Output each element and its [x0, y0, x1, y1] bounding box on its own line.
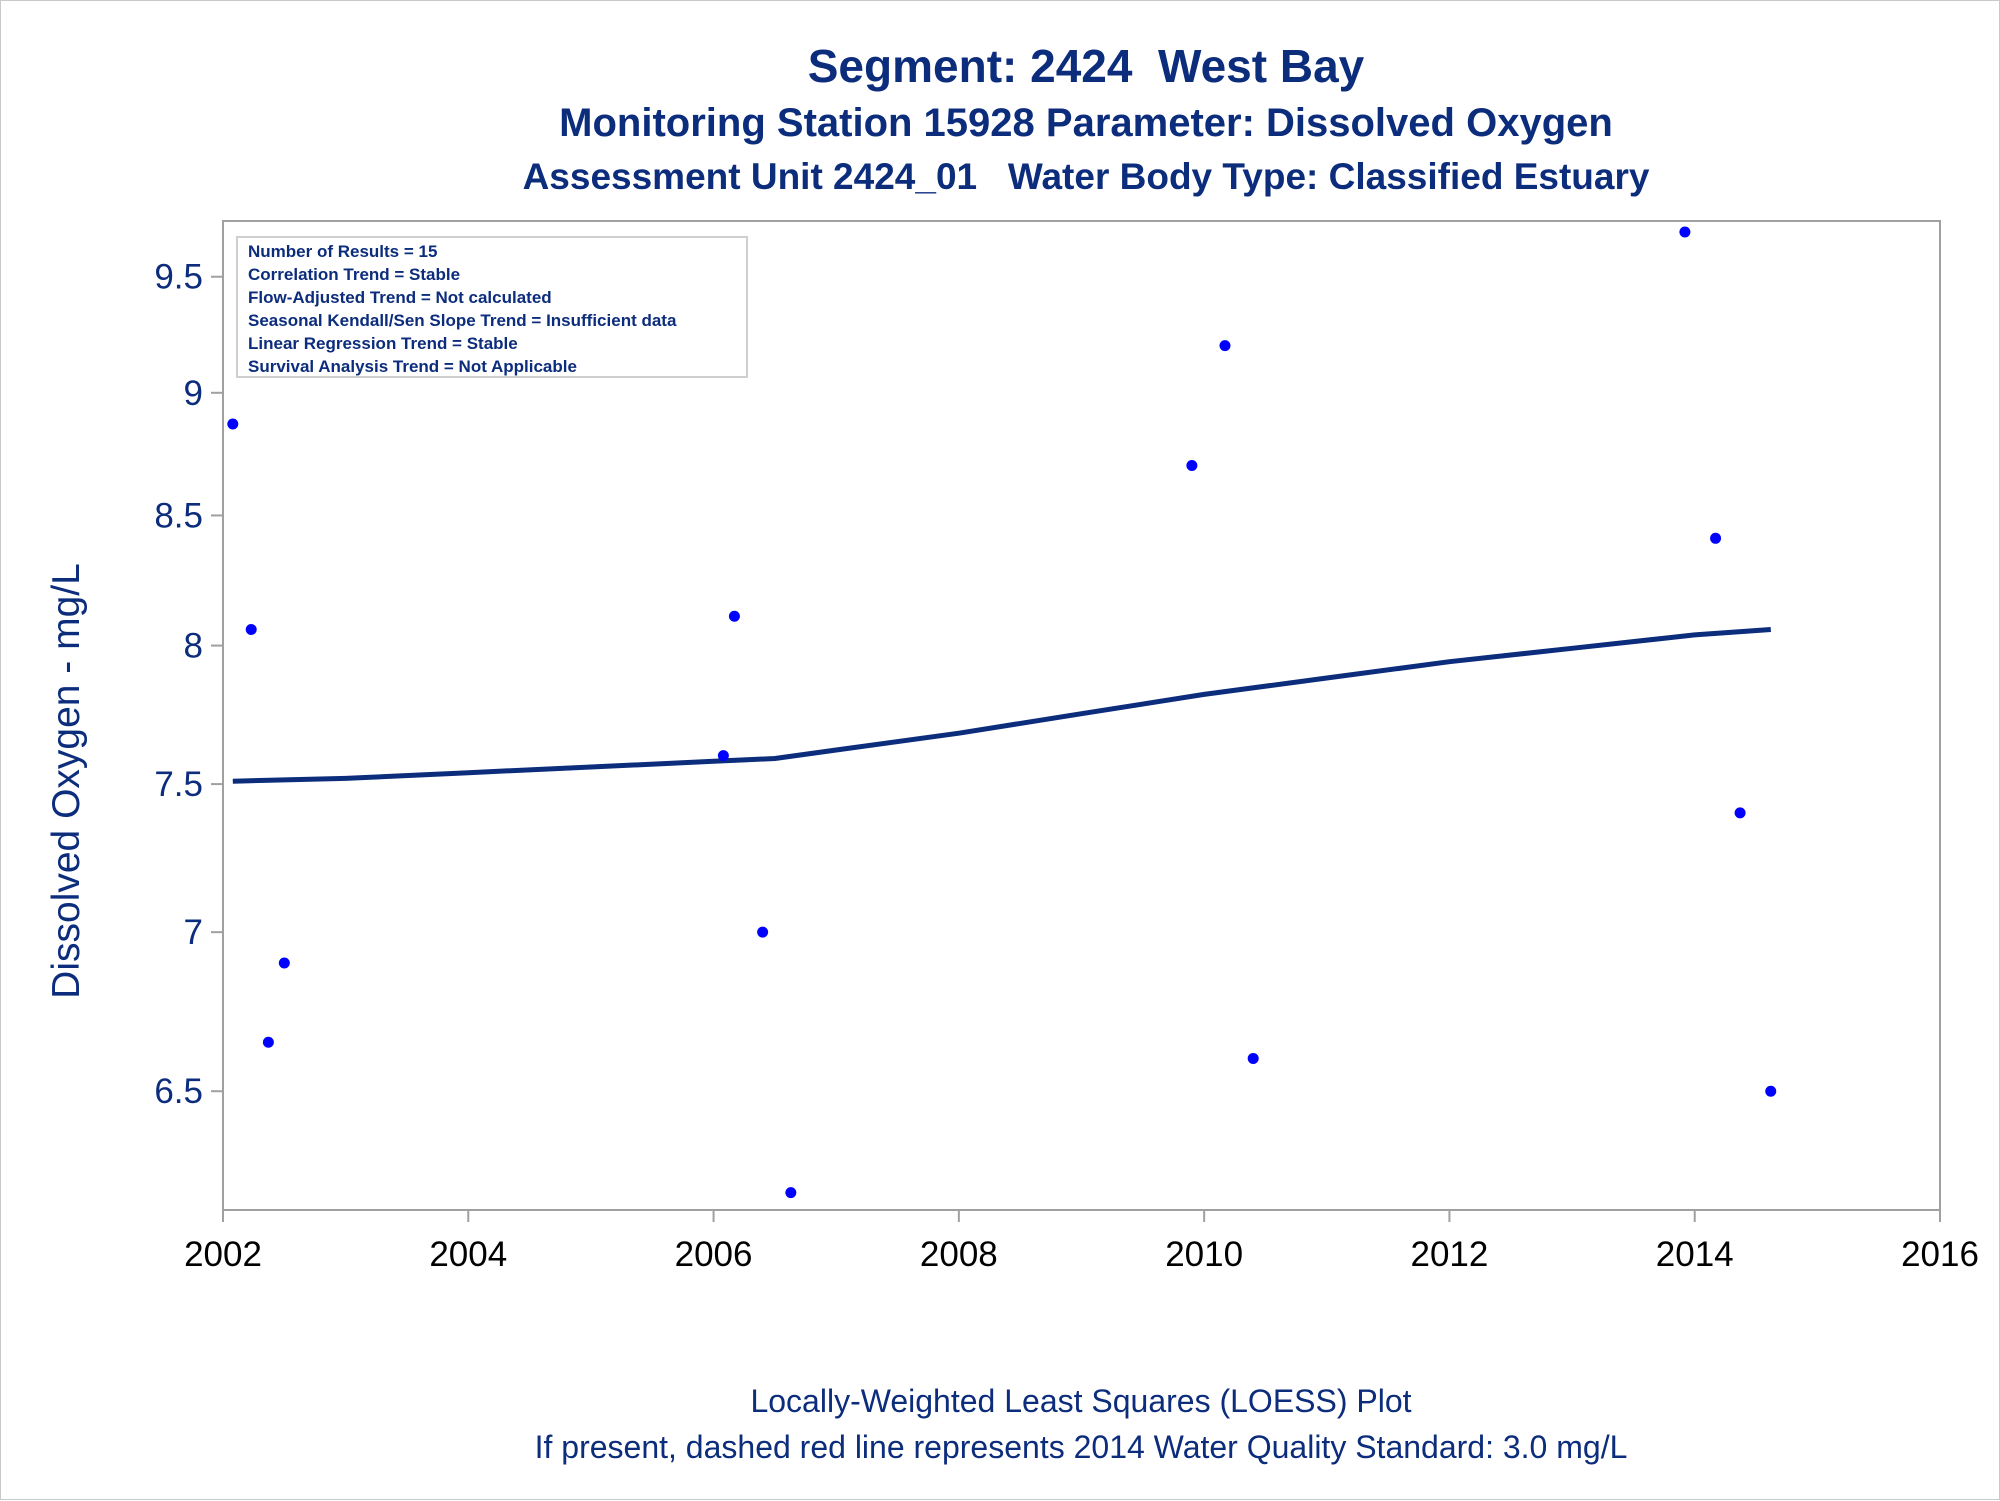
x-tick-label: 2014: [1656, 1235, 1734, 1274]
x-tick-label: 2016: [1901, 1235, 1979, 1274]
x-tick-label: 2012: [1410, 1235, 1488, 1274]
chart-subtitle-2: Assessment Unit 2424_01 Water Body Type:…: [522, 156, 1650, 197]
stats-box: Number of Results = 15 Correlation Trend …: [236, 236, 748, 378]
y-tick-label: 9: [184, 374, 203, 413]
data-point: [278, 957, 290, 969]
plot-area-frame: [222, 220, 1941, 1211]
footnote-2: If present, dashed red line represents 2…: [534, 1429, 1628, 1465]
data-point: [728, 610, 740, 622]
data-point: [717, 750, 729, 762]
y-axis: 6.5 7 7.5 8 8.5 9 9.5: [154, 258, 223, 1111]
x-tick-label: 2006: [675, 1235, 753, 1274]
x-tick-label: 2008: [920, 1235, 998, 1274]
data-point: [1710, 532, 1722, 544]
x-axis: 2002 2004 2006 2008 2010 2012 2014 2016: [184, 1210, 1979, 1274]
y-tick-label: 9.5: [154, 258, 203, 297]
data-point: [785, 1187, 797, 1199]
y-axis-label: Dissolved Oxygen - mg/L: [45, 563, 88, 999]
x-tick-label: 2004: [429, 1235, 507, 1274]
data-point: [1247, 1052, 1259, 1064]
data-point: [1734, 807, 1746, 819]
data-points: [227, 226, 1777, 1199]
stats-line: Survival Analysis Trend = Not Applicable: [248, 357, 577, 376]
y-tick-label: 6.5: [154, 1072, 203, 1111]
stats-line: Flow-Adjusted Trend = Not calculated: [248, 288, 552, 307]
stats-box-frame: [236, 236, 748, 378]
data-point: [757, 926, 769, 938]
data-point: [1186, 460, 1198, 472]
y-tick-label: 7.5: [154, 765, 203, 804]
stats-line: Seasonal Kendall/Sen Slope Trend = Insuf…: [248, 311, 677, 330]
chart-subtitle: Monitoring Station 15928 Parameter: Diss…: [559, 101, 1613, 145]
data-point: [262, 1036, 274, 1048]
data-point: [227, 418, 239, 430]
x-tick-label: 2002: [184, 1235, 262, 1274]
chart-title: Segment: 2424 West Bay: [807, 40, 1365, 92]
data-point: [1219, 340, 1231, 352]
y-tick-label: 7: [184, 913, 203, 952]
data-point: [245, 624, 257, 636]
y-tick-label: 8.5: [154, 496, 203, 535]
footnote-1: Locally-Weighted Least Squares (LOESS) P…: [750, 1383, 1412, 1419]
loess-trend: [232, 627, 1771, 784]
data-point: [1765, 1085, 1777, 1097]
x-tick-label: 2010: [1165, 1235, 1243, 1274]
stats-line: Number of Results = 15: [248, 242, 437, 261]
stats-line: Correlation Trend = Stable: [248, 265, 460, 284]
stats-line: Linear Regression Trend = Stable: [248, 334, 518, 353]
loess-line: [232, 627, 1771, 784]
data-point: [1679, 226, 1691, 238]
y-tick-label: 8: [184, 627, 203, 666]
